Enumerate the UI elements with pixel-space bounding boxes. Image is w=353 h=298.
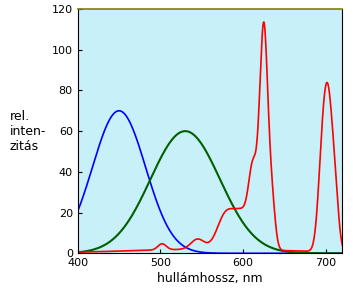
Y-axis label: rel.
inten-
zitás: rel. inten- zitás bbox=[10, 110, 46, 153]
X-axis label: hullámhossz, nm: hullámhossz, nm bbox=[157, 272, 263, 285]
